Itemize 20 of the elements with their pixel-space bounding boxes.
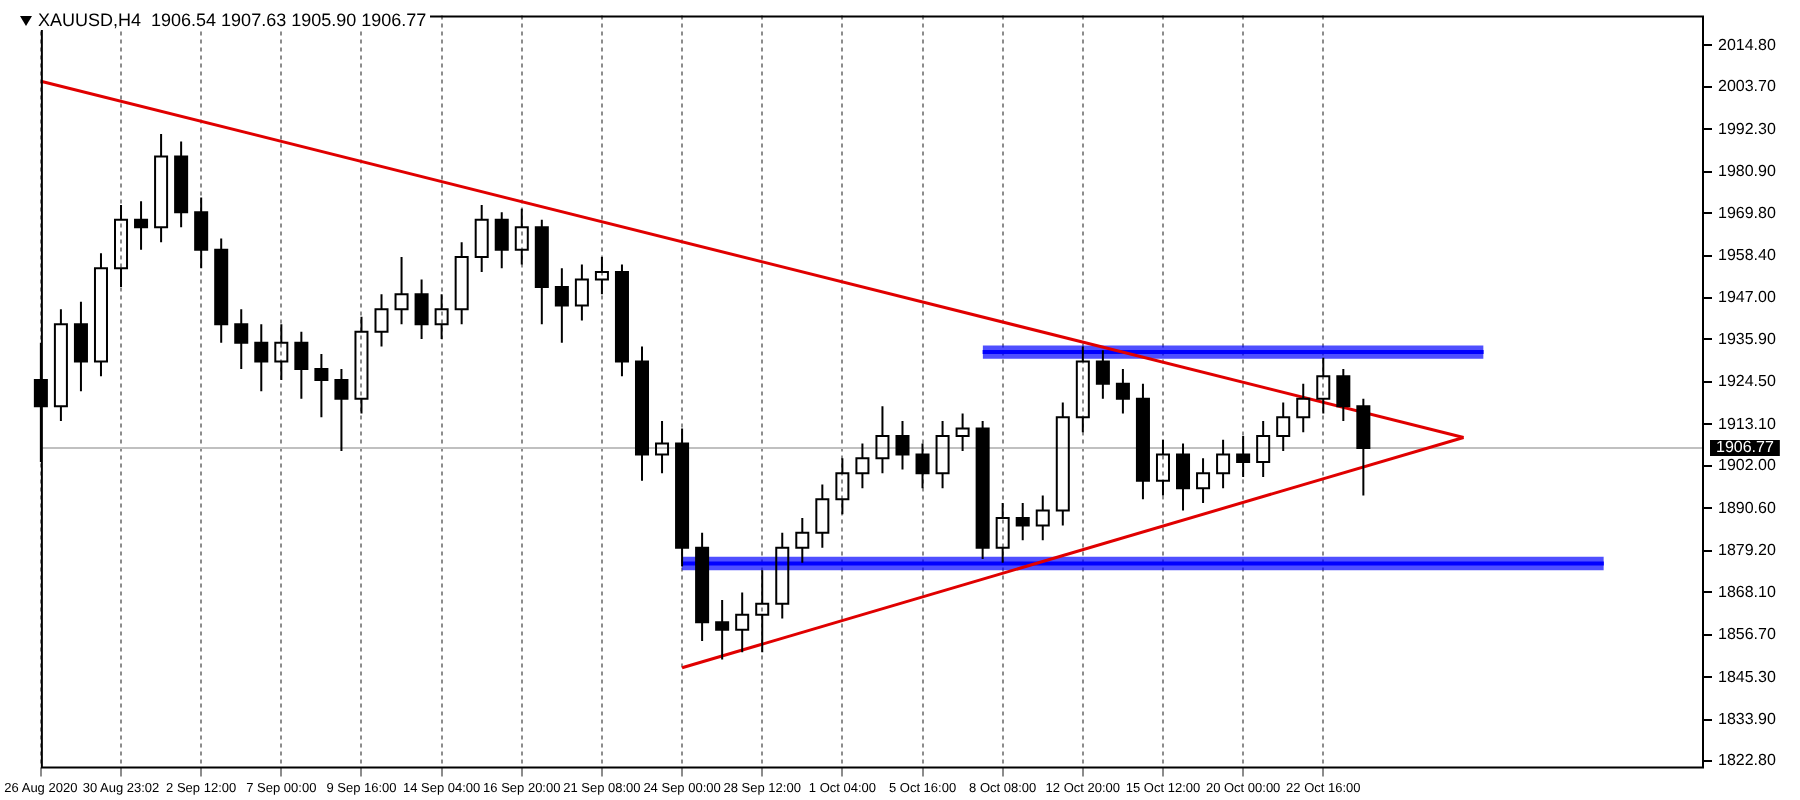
- y-tick-label: 1947.00: [1718, 288, 1777, 307]
- ref-line-label: 1906.77: [1716, 438, 1775, 457]
- y-tick-label: 1868.10: [1718, 582, 1777, 601]
- y-tick-label: 1980.90: [1718, 162, 1777, 181]
- y-tick-label: 1958.40: [1718, 246, 1777, 265]
- y-tick-label: 2003.70: [1718, 77, 1777, 96]
- y-tick-label: 1890.60: [1718, 498, 1777, 517]
- y-tick-label: 1924.50: [1718, 372, 1777, 391]
- y-tick-label: 1935.90: [1718, 329, 1777, 348]
- y-tick-label: 1969.80: [1718, 203, 1777, 222]
- y-tick-label: 1822.80: [1718, 751, 1777, 770]
- y-tick-label: 2014.80: [1718, 35, 1777, 54]
- y-tick-label: 1856.70: [1718, 625, 1777, 644]
- y-tick-label: 1879.20: [1718, 541, 1777, 560]
- y-tick-label: 1845.30: [1718, 667, 1777, 686]
- y-tick-label: 1902.00: [1718, 456, 1777, 475]
- y-tick-label: 1833.90: [1718, 709, 1777, 728]
- y-tick-label: 1992.30: [1718, 119, 1777, 138]
- y-tick-label: 1913.10: [1718, 414, 1777, 433]
- chart-title: XAUUSD,H4 1906.54 1907.63 1905.90 1906.77: [38, 10, 427, 30]
